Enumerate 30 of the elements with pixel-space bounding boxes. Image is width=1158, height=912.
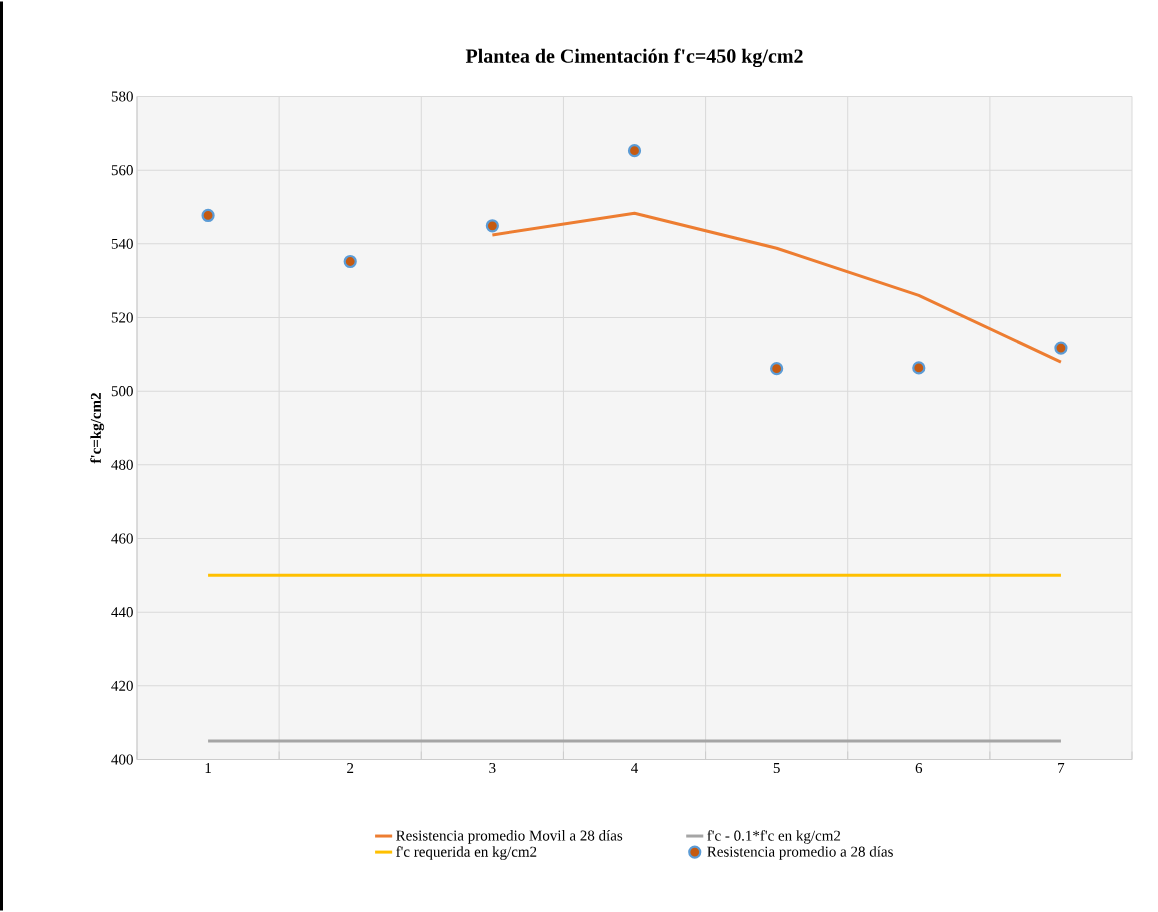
x-tick-label: 3 [489, 763, 496, 774]
y-tick-label: 400 [111, 754, 133, 765]
y-tick-label: 540 [111, 238, 133, 249]
y-tick-label: 460 [111, 533, 133, 544]
x-tick-label: 1 [205, 763, 211, 773]
legend-label: f'c - 0.1*f'c en kg/cm2 [707, 830, 841, 844]
y-tick-label: 520 [111, 312, 133, 323]
y-tick-label: 560 [111, 165, 133, 176]
y-tick-label: 580 [111, 91, 133, 102]
y-tick-label: 420 [111, 680, 133, 691]
legend-label: Resistencia promedio a 28 días [707, 846, 893, 860]
y-tick-label: 480 [111, 459, 133, 470]
x-tick-label: 2 [347, 763, 354, 773]
x-tick-label: 5 [773, 763, 780, 773]
point [201, 208, 215, 223]
point [1054, 341, 1068, 355]
y-tick-label: 440 [111, 607, 133, 618]
point [485, 219, 499, 233]
x-tick-label: 6 [915, 763, 923, 774]
chart-title: Plantea de Cimentación f'c=450 kg/cm2 [465, 48, 803, 68]
legend-label: f'c requerida en kg/cm2 [396, 846, 537, 860]
point [770, 362, 784, 376]
y-axis-title: f'c=kg/cm2 [90, 393, 105, 464]
point [912, 361, 926, 375]
point [627, 144, 642, 158]
x-tick-label: 4 [631, 763, 639, 773]
legend-label: Resistencia promedio Movil a 28 días [396, 830, 623, 844]
point [343, 254, 357, 269]
y-tick-label: 500 [111, 386, 133, 397]
x-tick-label: 7 [1058, 763, 1065, 773]
